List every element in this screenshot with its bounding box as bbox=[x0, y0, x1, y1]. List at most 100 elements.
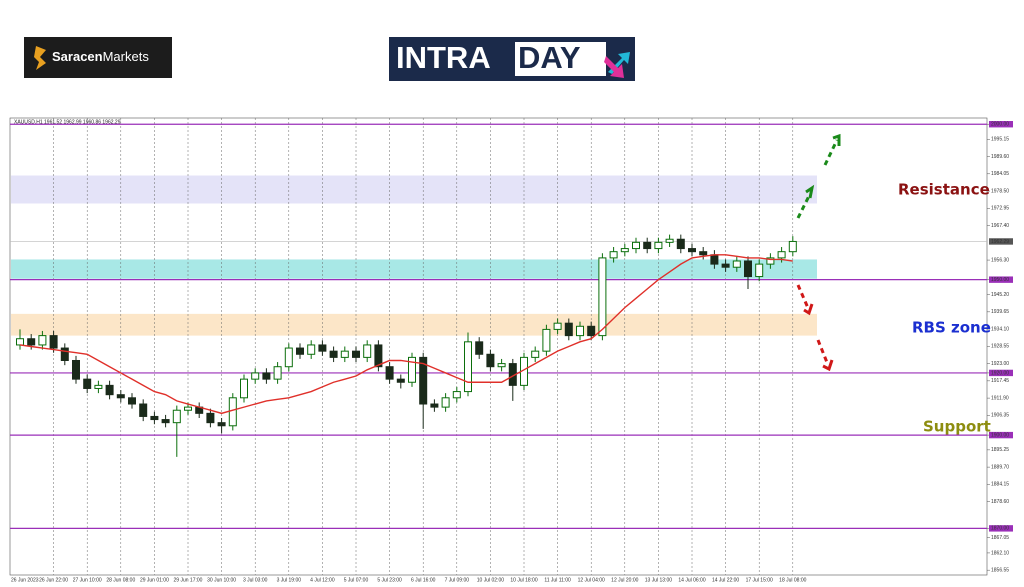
last-price-label: 1962.29 bbox=[991, 239, 1009, 245]
candle-body bbox=[139, 403, 148, 417]
y-tick-label: 1950.00 bbox=[991, 277, 1009, 283]
candle-body bbox=[374, 344, 383, 368]
x-tick-label: 10 Jul 18:00 bbox=[510, 577, 537, 583]
candle-body bbox=[262, 372, 271, 380]
y-tick-label: 1870.00 bbox=[991, 526, 1009, 532]
logo-bg bbox=[24, 37, 172, 78]
arrow-head bbox=[803, 303, 814, 316]
x-tick-label: 12 Jul 04:00 bbox=[578, 577, 605, 583]
annotation: RBS zone bbox=[912, 319, 991, 337]
x-tick-label: 28 Jun 08:00 bbox=[106, 577, 135, 583]
x-tick-label: 6 Jul 16:00 bbox=[411, 577, 436, 583]
candle-body bbox=[732, 260, 741, 268]
candle-body bbox=[251, 372, 260, 380]
candle-body bbox=[777, 251, 786, 259]
candle-body bbox=[161, 419, 170, 424]
candle-body bbox=[755, 263, 764, 278]
y-tick-label: 1911.90 bbox=[991, 395, 1009, 401]
arrow-down bbox=[796, 284, 810, 309]
level-tag bbox=[989, 431, 1013, 439]
x-tick-label: 11 Jul 11:00 bbox=[544, 577, 571, 583]
candle-body bbox=[576, 325, 584, 337]
arrow-head bbox=[805, 184, 815, 199]
candle-body bbox=[150, 415, 159, 421]
candle-body bbox=[329, 350, 338, 358]
candle-body bbox=[83, 378, 92, 389]
candle-body bbox=[38, 335, 47, 346]
logo-icon bbox=[34, 46, 46, 70]
candle-body bbox=[105, 384, 114, 396]
y-tick-label: 1862.10 bbox=[991, 550, 1009, 556]
candle-body bbox=[240, 378, 248, 399]
logo-left: INTRA bbox=[396, 40, 491, 75]
candle-body bbox=[49, 335, 58, 349]
candle-body bbox=[172, 409, 181, 424]
x-tick-label: 30 Jun 10:00 bbox=[207, 577, 236, 583]
grid: 26 Jun 2023 26 Jun 22:00 27 Jun 10:00 28 Ju… bbox=[11, 118, 807, 583]
arrow-up bbox=[796, 193, 812, 219]
y-tick-label: 1995.15 bbox=[991, 137, 1009, 143]
level-tag bbox=[989, 121, 1013, 128]
candle-body bbox=[352, 350, 360, 358]
arrow-head bbox=[832, 133, 841, 146]
last-price-tag bbox=[989, 238, 1013, 245]
y-tick-label: 1878.60 bbox=[991, 499, 1009, 505]
candle-body bbox=[497, 363, 506, 368]
x-tick-label: 3 Jul 19:00 bbox=[277, 577, 302, 583]
candle-body bbox=[766, 257, 775, 265]
logo-box bbox=[515, 42, 606, 76]
header-text: XAUUSD,H1 1961.52 1962.99 1960.86 1962.2… bbox=[14, 119, 121, 125]
x-tick-label: 29 Jun 17:00 bbox=[174, 577, 203, 583]
x-tick-label: 3 Jul 03:00 bbox=[243, 577, 268, 583]
y-tick-label: 1884.15 bbox=[991, 482, 1009, 488]
candle-body bbox=[620, 248, 629, 253]
annotation: Support bbox=[923, 418, 991, 436]
candle-body bbox=[452, 391, 461, 399]
zone bbox=[11, 175, 817, 204]
candle-body bbox=[363, 344, 372, 358]
level-tag bbox=[989, 369, 1013, 377]
y-tick-label: 1917.45 bbox=[991, 378, 1009, 384]
zone bbox=[11, 313, 817, 336]
x-tick-label: 7 Jul 09:00 bbox=[445, 577, 470, 583]
candle-body bbox=[564, 322, 573, 337]
candles bbox=[16, 234, 797, 457]
candle-body bbox=[419, 356, 428, 405]
candle-body bbox=[307, 344, 316, 355]
x-tick-label: 10 Jul 02:00 bbox=[477, 577, 504, 583]
y-tick-label: 1867.05 bbox=[991, 535, 1009, 541]
candle-body bbox=[16, 338, 24, 346]
candle-body bbox=[228, 397, 237, 427]
candle-body bbox=[598, 257, 607, 337]
candle-body bbox=[721, 263, 730, 268]
candle-body bbox=[464, 341, 472, 393]
y-tick-label: 1920.00 bbox=[991, 370, 1009, 376]
logo-right: Markets bbox=[103, 49, 150, 64]
candle-body bbox=[396, 378, 405, 383]
moving-average bbox=[19, 254, 793, 415]
y-tick-label: 1978.50 bbox=[991, 188, 1009, 194]
candle-body bbox=[116, 394, 125, 399]
candle-body bbox=[744, 260, 752, 278]
candle-body bbox=[788, 240, 797, 253]
y-tick-label: 1928.55 bbox=[991, 344, 1009, 350]
x-tick-label: 29 Jun 01:00 bbox=[140, 577, 169, 583]
candle-body bbox=[654, 241, 663, 250]
candle-body bbox=[217, 422, 226, 427]
y-tick-label: 1967.40 bbox=[991, 223, 1009, 229]
candle-body bbox=[60, 347, 69, 361]
candle-body bbox=[296, 347, 304, 355]
candle-body bbox=[385, 366, 394, 380]
x-tick-label: 18 Jul 08:00 bbox=[779, 577, 806, 583]
y-tick-label: 1934.10 bbox=[991, 326, 1009, 332]
candle-body bbox=[408, 356, 416, 383]
candle-body bbox=[486, 353, 495, 368]
zone bbox=[11, 259, 817, 279]
candle-body bbox=[430, 403, 439, 408]
candle-body bbox=[587, 325, 596, 337]
x-tick-label: 5 Jul 07:00 bbox=[344, 577, 369, 583]
y-tick-label: 1923.00 bbox=[991, 361, 1009, 367]
x-tick-label: 14 Jul 06:00 bbox=[678, 577, 705, 583]
candle-body bbox=[475, 341, 484, 355]
